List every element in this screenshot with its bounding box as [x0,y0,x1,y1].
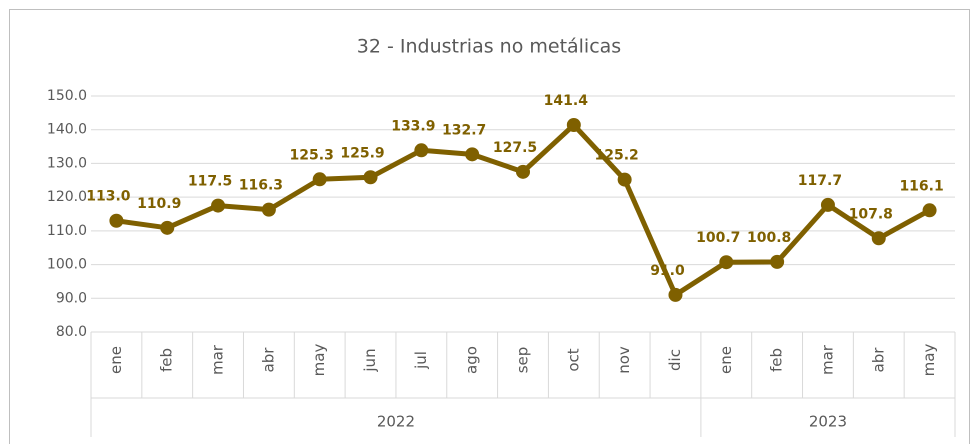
data-point [160,220,175,235]
y-tick-label: 90.0 [56,290,87,306]
data-point [363,170,378,185]
y-tick-label: 140.0 [47,122,87,138]
x-tick-label: abr [869,347,887,373]
data-label: 100.7 [696,230,740,246]
data-label: 125.2 [594,148,638,164]
data-point [566,117,581,132]
x-tick-label: sep [514,347,532,374]
x-tick-label: ene [107,346,125,374]
data-label: 116.3 [239,178,283,194]
data-point [770,254,785,269]
data-label: 110.9 [137,196,181,212]
data-label: 132.7 [442,122,486,138]
x-tick-label: ene [717,346,735,374]
group-label: 2023 [809,413,847,431]
data-label: 113.0 [86,189,131,205]
x-tick-label: nov [615,346,633,374]
data-label: 125.9 [340,145,384,161]
data-point [465,147,480,162]
data-label: 107.8 [849,206,893,222]
y-tick-label: 110.0 [47,223,87,239]
x-tick-label: mar [209,344,227,375]
data-point [871,231,886,246]
data-point [414,143,429,158]
data-point [261,202,276,217]
data-point [516,164,530,179]
x-tick-label: jul [412,351,430,370]
group-label: 2022 [377,413,415,431]
y-tick-label: 100.0 [47,257,87,273]
data-point [211,198,226,213]
x-tick-label: dic [666,349,684,371]
x-tick-label: feb [768,348,786,372]
data-label: 125.3 [290,147,334,163]
x-tick-label: may [920,344,938,377]
data-label: 133.9 [391,118,435,134]
y-tick-label: 150.0 [47,88,87,104]
x-tick-label: feb [158,348,176,372]
data-label: 127.5 [493,140,537,156]
y-tick-label: 80.0 [56,324,87,340]
data-point [922,203,937,218]
x-tick-label: ago [463,346,481,374]
y-tick-label: 130.0 [47,155,87,171]
x-tick-label: jun [361,348,379,372]
x-tick-label: oct [564,348,582,371]
x-tick-label: abr [259,347,277,373]
data-label: 117.7 [798,173,842,189]
data-label: 141.4 [544,93,589,109]
x-tick-label: mar [818,344,836,375]
data-point [312,172,327,187]
y-tick-label: 120.0 [47,189,87,205]
chart-title: 32 - Industrias no metálicas [357,36,621,58]
x-tick-label: may [310,344,328,377]
data-point [617,172,632,187]
data-label: 116.1 [899,178,943,194]
data-label: 91.0 [650,263,685,279]
data-point [719,255,734,270]
data-label: 100.8 [747,230,791,246]
data-point [668,287,683,302]
data-point [820,197,835,212]
data-label: 117.5 [188,174,232,190]
data-point [109,213,124,228]
